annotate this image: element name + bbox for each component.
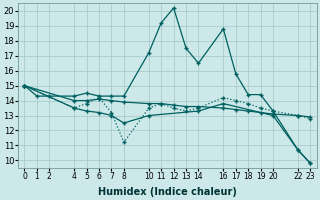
X-axis label: Humidex (Indice chaleur): Humidex (Indice chaleur)	[98, 187, 237, 197]
